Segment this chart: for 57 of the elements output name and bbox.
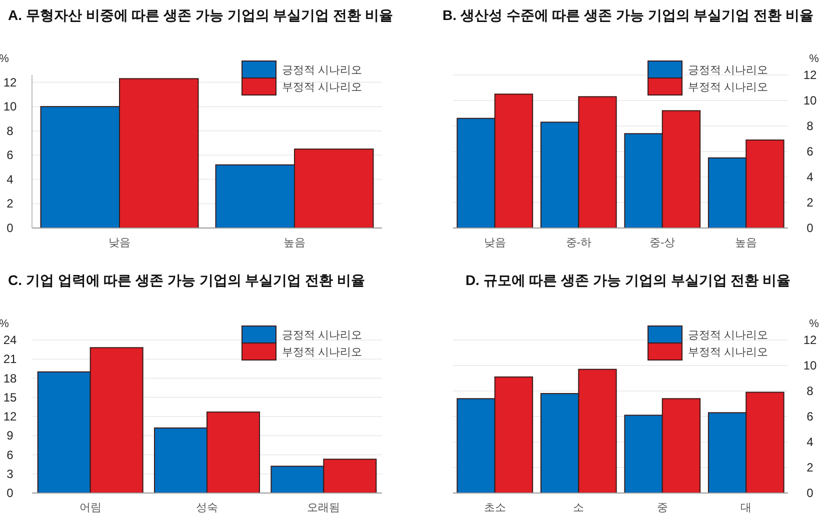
legend-label: 긍정적 시나리오 [688,330,768,342]
y-tick-label: 2 [6,196,14,211]
y-tick-label: 10 [803,94,817,108]
y-tick-label: 10 [3,100,17,114]
y-tick-label: 8 [806,119,814,133]
x-tick-label: 대 [740,502,752,514]
x-tick-label: 높음 [735,237,758,249]
y-tick-label: 12 [803,333,817,347]
x-tick-label: 낮음 [108,237,130,249]
legend-label: 긍정적 시나리오 [282,330,362,342]
y-tick-label: 2 [806,196,814,210]
y-tick-label: 15 [3,390,17,404]
y-tick-label: 6 [6,148,14,162]
y-tick-label: 4 [6,172,14,186]
y-tick-label: 9 [6,428,14,443]
y-tick-label: 2 [806,460,814,474]
legend-label: 긍정적 시나리오 [688,64,768,76]
x-tick-label: 성숙 [196,502,218,514]
y-tick-label: 0 [6,221,14,235]
y-tick-label: 24 [3,333,17,347]
y-tick-label: 6 [6,448,14,462]
x-tick-label: 중 [656,502,668,514]
y-tick-label: 12 [803,68,817,82]
y-tick-label: 12 [3,410,17,424]
legend-label: 부정적 시나리오 [688,346,768,358]
chart-title: B. 생산성 수준에 따른 생존 가능 기업의 부실기업 전환 비율 [442,7,814,23]
y-tick-label: 6 [806,144,814,158]
y-tick-label: 10 [803,358,817,372]
x-tick-label: 어림 [79,502,102,514]
y-tick-label: 0 [806,221,814,235]
x-tick-label: 낮음 [484,237,506,249]
x-tick-label: 초소 [484,502,506,514]
legend-label: 부정적 시나리오 [282,82,362,94]
x-tick-label: 소 [573,502,584,514]
x-tick-label: 중-하 [566,237,592,249]
y-tick-label: 8 [806,384,814,398]
y-tick-label: 3 [6,466,14,481]
legend-label: 긍정적 시나리오 [282,64,362,76]
legend-label: 부정적 시나리오 [688,82,768,94]
y-tick-label: 0 [6,486,14,500]
y-tick-label: 12 [3,75,17,90]
y-tick-label: 4 [806,435,814,449]
chart-title: D. 규모에 따른 생존 가능 기업의 부실기업 전환 비율 [465,272,791,288]
x-tick-label: 높음 [284,237,306,249]
y-axis-title: % [809,53,820,65]
x-tick-label: 중-상 [650,237,676,249]
legend-label: 부정적 시나리오 [282,346,362,358]
chart-title: A. 무형자산 비중에 따른 생존 가능 기업의 부실기업 전환 비율 [8,7,394,23]
y-tick-label: 18 [3,371,17,386]
x-tick-label: 오래됨 [307,502,340,514]
y-tick-label: 21 [3,352,17,366]
y-axis-title: % [809,318,820,330]
y-tick-label: 6 [806,410,814,424]
chart-title: C. 기업 업력에 따른 생존 가능 기업의 부실기업 전환 비율 [8,272,366,288]
y-tick-label: 0 [806,486,814,500]
y-tick-label: 4 [806,170,814,184]
y-tick-label: 8 [6,124,14,138]
